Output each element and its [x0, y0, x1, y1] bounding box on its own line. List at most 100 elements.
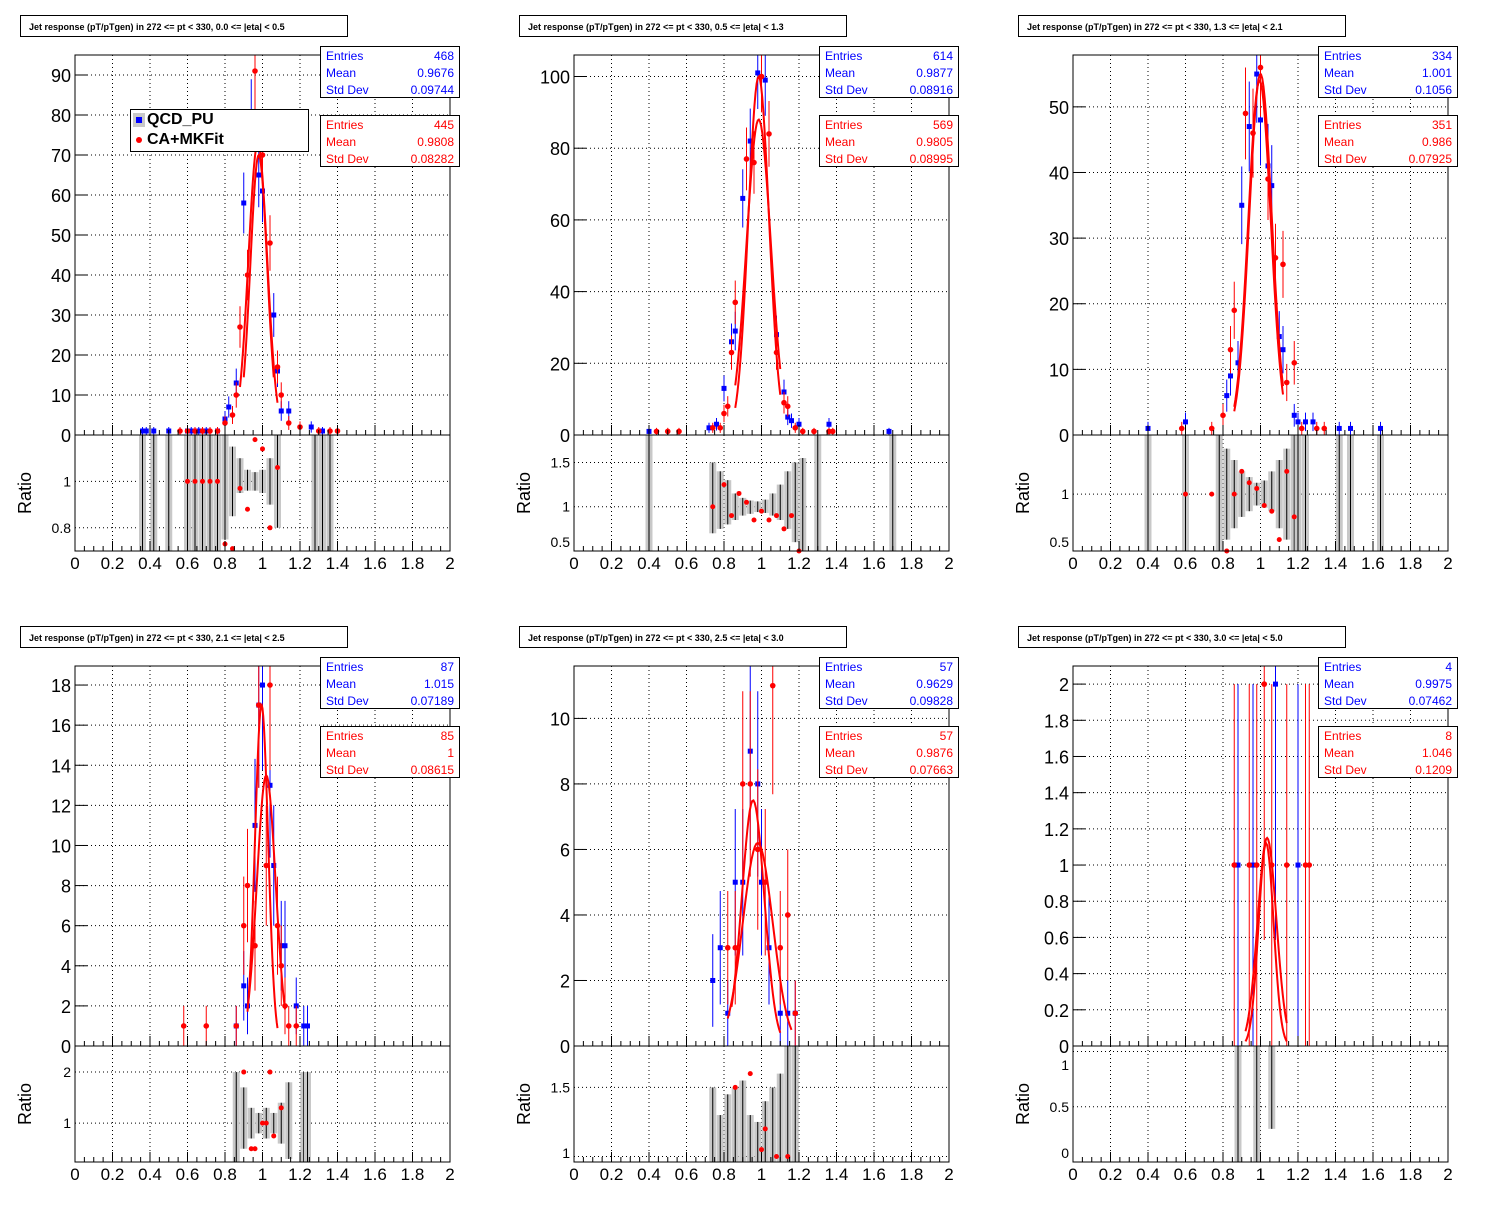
qcd-pu-point: [777, 1010, 783, 1016]
marker-square: [136, 117, 142, 123]
ratio-tick-label: 1.5: [551, 1079, 571, 1095]
y-tick-label: 0: [61, 1037, 71, 1057]
ratio-axis-label: Ratio: [514, 1083, 534, 1125]
stats-value: 0.07189: [410, 694, 454, 708]
ca-mkfit-point: [1298, 425, 1305, 432]
ratio-point: [751, 517, 757, 523]
x-tick-label: 1: [757, 1165, 766, 1184]
x-tick-label: 0.2: [1099, 554, 1123, 573]
ratio-frame: [74, 1045, 451, 1163]
ratio-axis-label: Ratio: [514, 472, 534, 514]
stats-label: Entries: [825, 729, 863, 743]
ratio-point: [1209, 491, 1215, 497]
stats-value: 0.08282: [410, 152, 454, 166]
x-tick-label: 1.4: [825, 554, 849, 573]
x-tick-label: 1.4: [825, 1165, 849, 1184]
qcd-pu-point: [796, 421, 802, 427]
ratio-point: [200, 478, 205, 484]
ca-mkfit-point: [799, 428, 806, 435]
stats-label: Std Dev: [326, 763, 369, 777]
x-tick-label: 0.2: [1099, 1165, 1123, 1184]
qcd-pu-point: [785, 1010, 791, 1016]
ratio-axis-label: Ratio: [1013, 1083, 1033, 1125]
qcd-pu-point: [1280, 347, 1286, 353]
x-tick-label: 1.2: [787, 1165, 811, 1184]
stats-row: Entries 334: [1324, 48, 1452, 65]
y-tick-label: 50: [51, 226, 71, 246]
y-tick-label: 70: [51, 146, 71, 166]
stats-box-ca-mkfit: Entries 57 Mean 0.9876 Std Dev 0.07663: [819, 726, 959, 778]
stats-row: Std Dev 0.08916: [825, 82, 953, 99]
ratio-tick-label: 1: [562, 499, 570, 515]
x-tick-label: 0.6: [1174, 1165, 1198, 1184]
x-tick-label: 0.2: [101, 1165, 125, 1184]
stats-label: Mean: [825, 135, 856, 149]
stats-box-qcd-pu: Entries 4 Mean 0.9975 Std Dev 0.07462: [1318, 657, 1458, 709]
y-tick-label: 2: [1059, 675, 1069, 695]
x-tick-label: 0: [1068, 554, 1077, 573]
x-tick-label: 1.6: [862, 554, 886, 573]
y-tick-label: 6: [560, 840, 570, 860]
x-tick-label: 1.6: [363, 554, 387, 573]
stats-label: Entries: [825, 118, 863, 132]
x-tick-label: 1.8: [1399, 1165, 1423, 1184]
stats-row: Entries 8: [1324, 728, 1452, 745]
x-tick-label: 1.2: [288, 554, 312, 573]
plot-title: Jet response (pT/pTgen) in 272 <= pt < 3…: [1018, 626, 1346, 648]
ca-mkfit-point: [285, 1023, 292, 1029]
gaussian-fit-curve: [246, 702, 279, 1029]
ratio-axis-label: Ratio: [15, 472, 35, 514]
stats-value: 0.986: [1421, 135, 1452, 149]
qcd-pu-point: [226, 404, 232, 410]
x-tick-label: 0.2: [600, 1165, 624, 1184]
ratio-axis-label: Ratio: [15, 1083, 35, 1125]
stats-row: Entries 85: [326, 728, 454, 745]
x-tick-label: 0.6: [176, 554, 200, 573]
y-tick-label: 18: [51, 676, 71, 696]
panel-5: 0 0.2 0.4 0.6 0.8 1 1.2 1.4 1.6 1.8 2 0 2 4 6 8 10 1 1.5 Ra…: [514, 665, 954, 1184]
stats-value: 0.9877: [916, 66, 953, 80]
qcd-pu-point: [732, 328, 738, 334]
qcd-pu-point: [1273, 681, 1278, 687]
ratio-tick-label: 2: [63, 1064, 71, 1080]
stats-value: 614: [932, 49, 953, 63]
ca-mkfit-point: [1261, 681, 1268, 687]
stats-label: Mean: [326, 66, 357, 80]
stats-row: Std Dev 0.08995: [825, 151, 953, 168]
qcd-pu-point: [143, 428, 149, 434]
stats-row: Entries 614: [825, 48, 953, 65]
x-tick-label: 0: [70, 1165, 79, 1184]
stats-value: 0.9805: [916, 135, 953, 149]
ratio-point: [1261, 503, 1267, 509]
stats-value: 0.1209: [1415, 763, 1452, 777]
x-tick-label: 0.8: [1211, 1165, 1235, 1184]
stats-row: Std Dev 0.08615: [326, 762, 454, 779]
ratio-point: [1269, 508, 1275, 514]
x-tick-label: 0.8: [213, 1165, 237, 1184]
x-tick-label: 1: [1256, 554, 1265, 573]
ca-mkfit-point: [207, 428, 213, 434]
ca-mkfit-point: [1242, 110, 1249, 117]
y-tick-label: 100: [540, 68, 570, 88]
stats-value: 0.09828: [909, 694, 953, 708]
gaussian-fit-curve: [242, 153, 275, 378]
ratio-point: [781, 526, 787, 532]
stats-box-qcd-pu: Entries 57 Mean 0.9629 Std Dev 0.09828: [819, 657, 959, 709]
ca-mkfit-point: [732, 299, 739, 306]
x-tick-label: 0.4: [637, 554, 661, 573]
x-tick-label: 2: [445, 1165, 454, 1184]
marker-dot: [136, 137, 142, 143]
x-tick-label: 0.8: [1211, 554, 1235, 573]
y-tick-label: 1.4: [1044, 784, 1069, 804]
y-tick-label: 4: [61, 957, 71, 977]
stats-label: Entries: [326, 660, 364, 674]
qcd-pu-point: [789, 418, 794, 424]
stats-row: Mean 0.9975: [1324, 676, 1452, 693]
ratio-point: [747, 1071, 753, 1077]
stats-row: Mean 0.9629: [825, 676, 953, 693]
ratio-frame: [1072, 1045, 1449, 1163]
gaussian-fit-curve: [730, 799, 782, 1034]
stats-label: Std Dev: [1324, 763, 1367, 777]
y-tick-label: 10: [550, 709, 570, 729]
ratio-point: [252, 437, 258, 443]
